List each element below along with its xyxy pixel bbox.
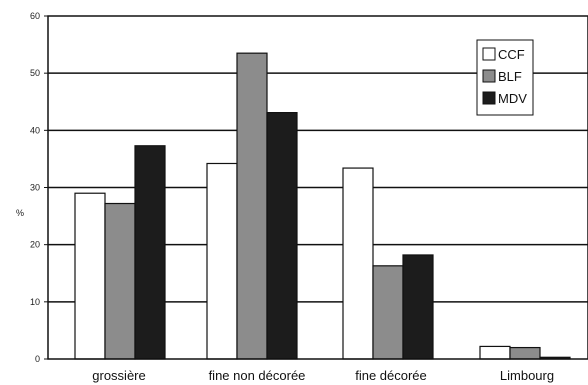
bar-blf-2 bbox=[372, 265, 404, 360]
bar-blf-3 bbox=[509, 346, 541, 360]
bar-ccf-2 bbox=[342, 167, 374, 360]
category-label: fine non décorée bbox=[209, 368, 306, 383]
bars bbox=[74, 52, 571, 360]
plot-frame bbox=[47, 15, 588, 360]
category-label: Limbourg bbox=[500, 368, 554, 383]
y-tick-label: 0 bbox=[35, 354, 40, 364]
bar-ccf-1 bbox=[206, 162, 238, 360]
legend-label-ccf: CCF bbox=[498, 47, 525, 62]
bar-ccf-3 bbox=[479, 345, 511, 360]
category-labels: grossière fine non décorée fine décorée Lim… bbox=[92, 368, 554, 383]
bar-blf-0 bbox=[104, 202, 136, 360]
y-tick-label: 10 bbox=[30, 297, 40, 307]
bar-mdv-2 bbox=[402, 254, 434, 360]
legend-label-mdv: MDV bbox=[498, 91, 527, 106]
bar-mdv-1 bbox=[266, 112, 298, 360]
y-tick-label: 40 bbox=[30, 125, 40, 135]
bar-mdv-0 bbox=[134, 145, 166, 360]
y-axis-label: % bbox=[16, 208, 24, 218]
y-tick-label: 50 bbox=[30, 68, 40, 78]
bar-ccf-0 bbox=[74, 192, 106, 360]
category-label: fine décorée bbox=[355, 368, 427, 383]
y-axis-ticks: 0 10 20 30 40 50 60 bbox=[30, 11, 48, 364]
legend-label-blf: BLF bbox=[498, 69, 522, 84]
legend-swatch-ccf bbox=[482, 47, 496, 61]
bar-blf-1 bbox=[236, 52, 268, 360]
y-tick-label: 20 bbox=[30, 240, 40, 250]
legend-swatch-blf bbox=[482, 69, 496, 83]
legend: CCF BLF MDV bbox=[476, 39, 534, 116]
y-tick-label: 60 bbox=[30, 11, 40, 21]
y-tick-label: 30 bbox=[30, 183, 40, 193]
category-label: grossière bbox=[92, 368, 145, 383]
legend-swatch-mdv bbox=[482, 91, 496, 105]
